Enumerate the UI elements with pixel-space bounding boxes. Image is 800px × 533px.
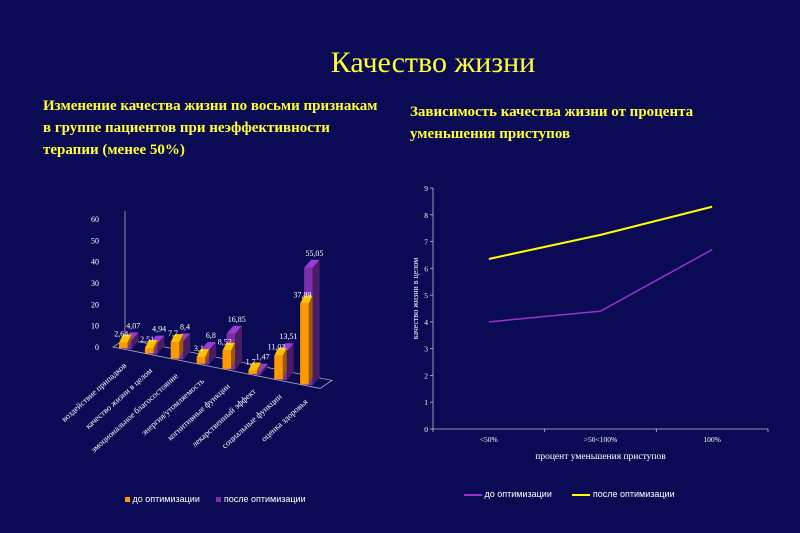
bar-before-6-top bbox=[274, 347, 287, 356]
bar-before-5-top bbox=[248, 362, 261, 371]
bar-before-6 bbox=[274, 347, 287, 380]
bar-chart-ytick: 40 bbox=[91, 258, 99, 267]
line-chart-heading: Зависимость качества жизни от процента у… bbox=[410, 104, 694, 142]
legend-line-label-after: после оптимизации bbox=[592, 489, 675, 499]
bar-before-4 bbox=[222, 342, 235, 369]
bar-before-1-side bbox=[153, 340, 158, 354]
bar-before-3-top bbox=[196, 349, 210, 358]
bar-chart-ytick: 0 bbox=[95, 343, 99, 352]
bar-before-6-front bbox=[274, 355, 283, 380]
line-chart-ytick: 5 bbox=[424, 291, 428, 300]
bar-before-3 bbox=[196, 349, 210, 364]
bar-after-3-side bbox=[209, 342, 217, 365]
line-chart-ytick: 1 bbox=[424, 398, 428, 407]
bar-after-4-top bbox=[226, 325, 242, 334]
bar-label-before: 2,51 bbox=[140, 335, 154, 344]
line-chart-ytick: 9 bbox=[424, 184, 428, 193]
bar-label-before: 7,7 bbox=[168, 329, 178, 338]
bar-before-1 bbox=[144, 340, 158, 354]
bar-before-1-top bbox=[144, 340, 158, 349]
bar-after-7-side bbox=[312, 259, 320, 386]
line-series-before bbox=[488, 248, 713, 323]
bar-after-3-top bbox=[200, 342, 217, 351]
line-chart-ytick: 7 bbox=[424, 238, 428, 247]
bar-before-2-top bbox=[170, 334, 184, 343]
line-chart-ytick: 0 bbox=[424, 425, 428, 434]
bar-before-5-front bbox=[248, 370, 257, 375]
bar-before-0-top bbox=[119, 334, 132, 343]
bar-before-1-front bbox=[144, 348, 154, 354]
bar-label-after: 8,4 bbox=[180, 322, 190, 331]
bar-before-0-side bbox=[127, 334, 132, 349]
bar-after-0-side bbox=[131, 332, 139, 349]
slide-title: Качество жизни bbox=[330, 46, 536, 79]
line-chart-xtick: <50% bbox=[480, 435, 498, 444]
bar-chart-ytick: 50 bbox=[91, 236, 99, 245]
bar-chart-ytick: 10 bbox=[91, 322, 99, 331]
legend-line-label-before: до оптимизации bbox=[484, 489, 552, 499]
bar-label-after: 16,85 bbox=[228, 315, 246, 324]
line-chart-xlabel: процент уменьшения приступов bbox=[535, 452, 666, 462]
bar-before-3-front bbox=[196, 357, 206, 364]
bar-before-5 bbox=[248, 362, 261, 375]
line-chart-ylabel: качество жизни в целом bbox=[411, 258, 420, 340]
line-chart-ytick: 6 bbox=[424, 264, 428, 273]
bar-chart-ytick: 30 bbox=[91, 279, 99, 288]
legend-swatch-before bbox=[125, 497, 130, 503]
bar-after-7-top bbox=[304, 259, 320, 268]
bar-before-7-side bbox=[308, 295, 313, 385]
bar-chart-legend: до оптимизации после оптимизации bbox=[125, 494, 306, 504]
bar-before-0 bbox=[119, 334, 132, 349]
bar-before-5-side bbox=[256, 362, 261, 375]
line-series-after bbox=[488, 205, 713, 260]
legend-line-before bbox=[464, 493, 482, 496]
bar-before-7-top bbox=[300, 295, 313, 304]
bar-after-1-side bbox=[157, 335, 165, 355]
bar-after-5-side bbox=[260, 363, 268, 375]
bar-before-2 bbox=[170, 334, 184, 359]
bar-label-before: 1,7 bbox=[246, 357, 256, 366]
bar-label-before: 8,52 bbox=[218, 338, 232, 347]
bar-after-6-side bbox=[286, 343, 294, 381]
bar-label-before: 11,02 bbox=[268, 343, 286, 352]
bar-before-0-front bbox=[119, 342, 128, 349]
bar-before-4-front bbox=[222, 350, 231, 369]
line-chart-xtick: 100% bbox=[703, 435, 721, 444]
line-chart-ytick: 8 bbox=[424, 211, 428, 220]
legend-line-after bbox=[572, 493, 591, 496]
bar-label-before: 3,1 bbox=[194, 344, 204, 353]
bar-before-6-side bbox=[282, 347, 287, 380]
legend-swatch-after bbox=[216, 497, 222, 503]
bar-before-2-side bbox=[179, 334, 184, 359]
line-chart-ytick: 4 bbox=[424, 318, 428, 327]
legend-label-before: до оптимизации bbox=[132, 494, 200, 504]
bar-label-after: 13,51 bbox=[280, 332, 298, 341]
bar-chart-ytick: 60 bbox=[91, 215, 99, 224]
bar-label-after: 4,94 bbox=[152, 325, 166, 334]
bar-label-after: 1,47 bbox=[256, 353, 270, 362]
bar-label-after: 55,05 bbox=[305, 249, 323, 258]
bar-before-7 bbox=[300, 295, 313, 385]
bar-label-before: 2,64 bbox=[114, 330, 128, 339]
bar-label-after: 4,07 bbox=[126, 321, 140, 330]
bar-chart-ytick: 20 bbox=[91, 300, 99, 309]
bar-before-4-side bbox=[231, 342, 235, 369]
bar-label-before: 37,89 bbox=[293, 291, 311, 300]
bar-label-after: 6,8 bbox=[206, 331, 216, 340]
line-chart-xtick: >50<100% bbox=[584, 435, 617, 444]
bar-after-4-side bbox=[235, 325, 242, 370]
bar-after-2-side bbox=[183, 333, 191, 360]
bar-before-4-top bbox=[222, 342, 235, 351]
line-chart-ytick: 2 bbox=[424, 371, 428, 380]
legend-label-after: после оптимизации bbox=[223, 494, 306, 504]
bar-before-2-front bbox=[170, 342, 180, 359]
bar-chart-heading: Изменение качества жизни по восьми призн… bbox=[43, 98, 378, 158]
bar-before-7-front bbox=[300, 303, 309, 385]
line-chart-legend: до оптимизации после оптимизации bbox=[464, 489, 675, 499]
line-chart-ytick: 3 bbox=[424, 345, 428, 354]
bar-before-3-side bbox=[205, 349, 210, 364]
